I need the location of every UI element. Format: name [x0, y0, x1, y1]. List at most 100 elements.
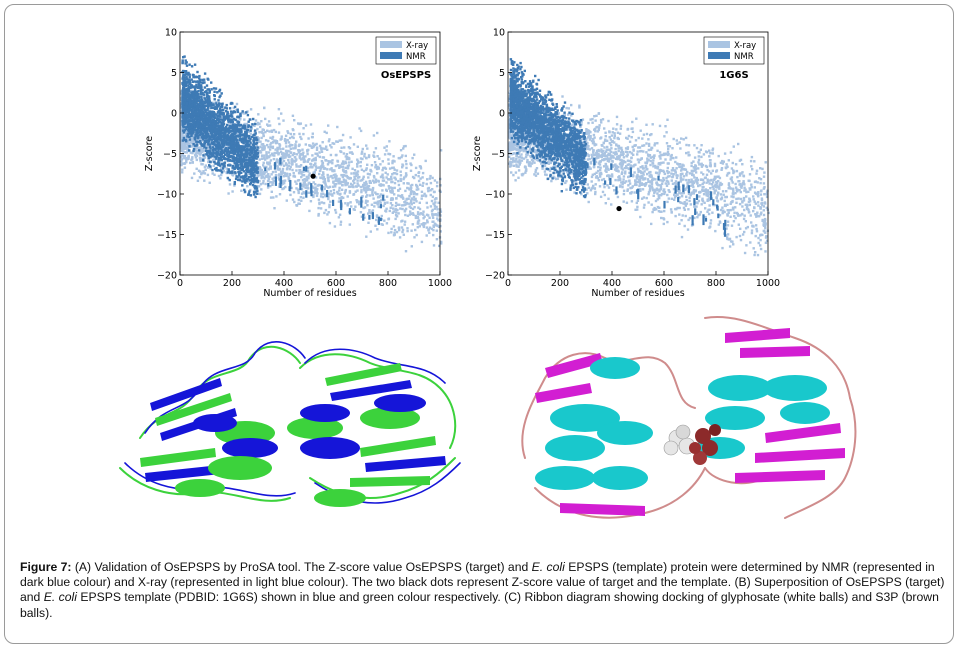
- xray-point: [382, 176, 385, 179]
- xray-point: [391, 204, 394, 207]
- nmr-point: [249, 194, 252, 197]
- xray-point: [423, 215, 426, 218]
- xray-point: [349, 182, 353, 186]
- nmr-point: [231, 165, 235, 168]
- nmr-point: [215, 157, 218, 160]
- nmr-point: [255, 136, 258, 139]
- nmr-point: [234, 177, 238, 181]
- xray-point: [396, 203, 399, 206]
- y-tick-label: −20: [157, 271, 177, 282]
- nmr-point: [215, 102, 218, 105]
- xray-point: [342, 196, 345, 199]
- nmr-point: [201, 78, 204, 82]
- xray-point: [242, 144, 246, 147]
- xray-point: [278, 122, 281, 126]
- nmr-point: [254, 195, 257, 199]
- nmr-point: [256, 181, 259, 184]
- nmr-point: [236, 141, 239, 145]
- nmr-point: [192, 143, 195, 146]
- nmr-point: [219, 137, 222, 140]
- xray-point: [231, 174, 235, 177]
- xray-point: [395, 211, 398, 214]
- xray-point: [346, 166, 350, 170]
- nmr-point: [222, 111, 225, 115]
- nmr-point: [210, 131, 213, 134]
- nmr-point: [198, 116, 201, 120]
- nmr-point: [218, 102, 221, 105]
- xray-point: [262, 164, 265, 167]
- xray-point: [191, 160, 194, 164]
- xray-point: [246, 180, 250, 183]
- xray-point: [406, 182, 409, 185]
- xray-point: [401, 166, 404, 169]
- xray-point: [416, 211, 420, 214]
- xray-point: [204, 164, 207, 167]
- xray-point: [225, 167, 228, 170]
- xray-point: [267, 139, 270, 143]
- xray-point: [313, 170, 316, 174]
- nmr-point: [240, 137, 243, 141]
- xray-point: [340, 139, 343, 142]
- nmr-point: [215, 152, 218, 155]
- nmr-point: [252, 136, 256, 140]
- nmr-point: [240, 139, 244, 143]
- xray-point: [274, 170, 277, 173]
- xray-point: [723, 152, 727, 155]
- nmr-point: [234, 157, 237, 160]
- nmr-point: [249, 141, 252, 144]
- nmr-point: [210, 138, 214, 141]
- xray-point: [416, 220, 420, 223]
- nmr-point: [217, 162, 220, 165]
- xray-point: [272, 196, 275, 199]
- xray-point: [403, 223, 406, 226]
- xray-point: [337, 182, 340, 185]
- xray-point: [263, 154, 266, 157]
- nmr-point: [215, 121, 219, 124]
- xray-point: [400, 204, 404, 207]
- nmr-point: [251, 183, 255, 187]
- xray-point: [269, 143, 272, 146]
- nmr-point: [182, 121, 186, 125]
- nmr-point: [219, 107, 222, 111]
- xray-point: [264, 117, 267, 121]
- xray-point: [273, 151, 276, 155]
- nmr-point: [195, 132, 198, 135]
- nmr-point: [216, 151, 220, 155]
- xray-point: [432, 233, 435, 237]
- nmr-point: [229, 159, 232, 162]
- nmr-point: [207, 103, 210, 107]
- xray-point: [347, 156, 350, 160]
- xray-point: [297, 172, 301, 175]
- xray-point: [380, 199, 383, 202]
- xray-point: [424, 222, 427, 225]
- nmr-point: [190, 103, 194, 107]
- nmr-point: [230, 146, 233, 149]
- xray-point: [295, 187, 298, 190]
- xray-point: [322, 185, 325, 189]
- nmr-point: [212, 147, 215, 151]
- nmr-point: [182, 86, 185, 89]
- xray-point: [318, 184, 322, 187]
- nmr-point: [203, 144, 206, 147]
- nmr-point: [212, 142, 215, 145]
- xray-point: [262, 161, 265, 164]
- nmr-point: [200, 108, 203, 111]
- xray-point: [439, 224, 442, 228]
- nmr-point: [196, 135, 199, 138]
- nmr-point: [195, 117, 198, 120]
- xray-point: [313, 191, 317, 195]
- nmr-point: [207, 106, 210, 109]
- nmr-point: [219, 94, 222, 97]
- xray-point: [289, 147, 292, 150]
- nmr-point: [243, 135, 246, 139]
- xray-point: [323, 187, 326, 191]
- y-tick-label: −15: [157, 230, 177, 241]
- xray-point: [315, 187, 319, 191]
- xray-point: [321, 141, 324, 144]
- nmr-point: [229, 125, 232, 128]
- nmr-point: [184, 62, 187, 65]
- xray-point: [352, 143, 356, 146]
- xray-point: [344, 190, 347, 193]
- xray-point: [320, 192, 323, 196]
